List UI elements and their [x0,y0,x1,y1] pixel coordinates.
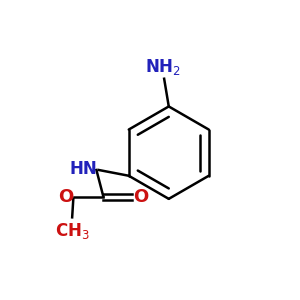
Text: HN: HN [70,160,98,178]
Text: CH$_3$: CH$_3$ [55,221,89,241]
Text: O: O [134,188,148,206]
Text: O: O [58,188,73,206]
Text: NH$_2$: NH$_2$ [145,57,181,77]
